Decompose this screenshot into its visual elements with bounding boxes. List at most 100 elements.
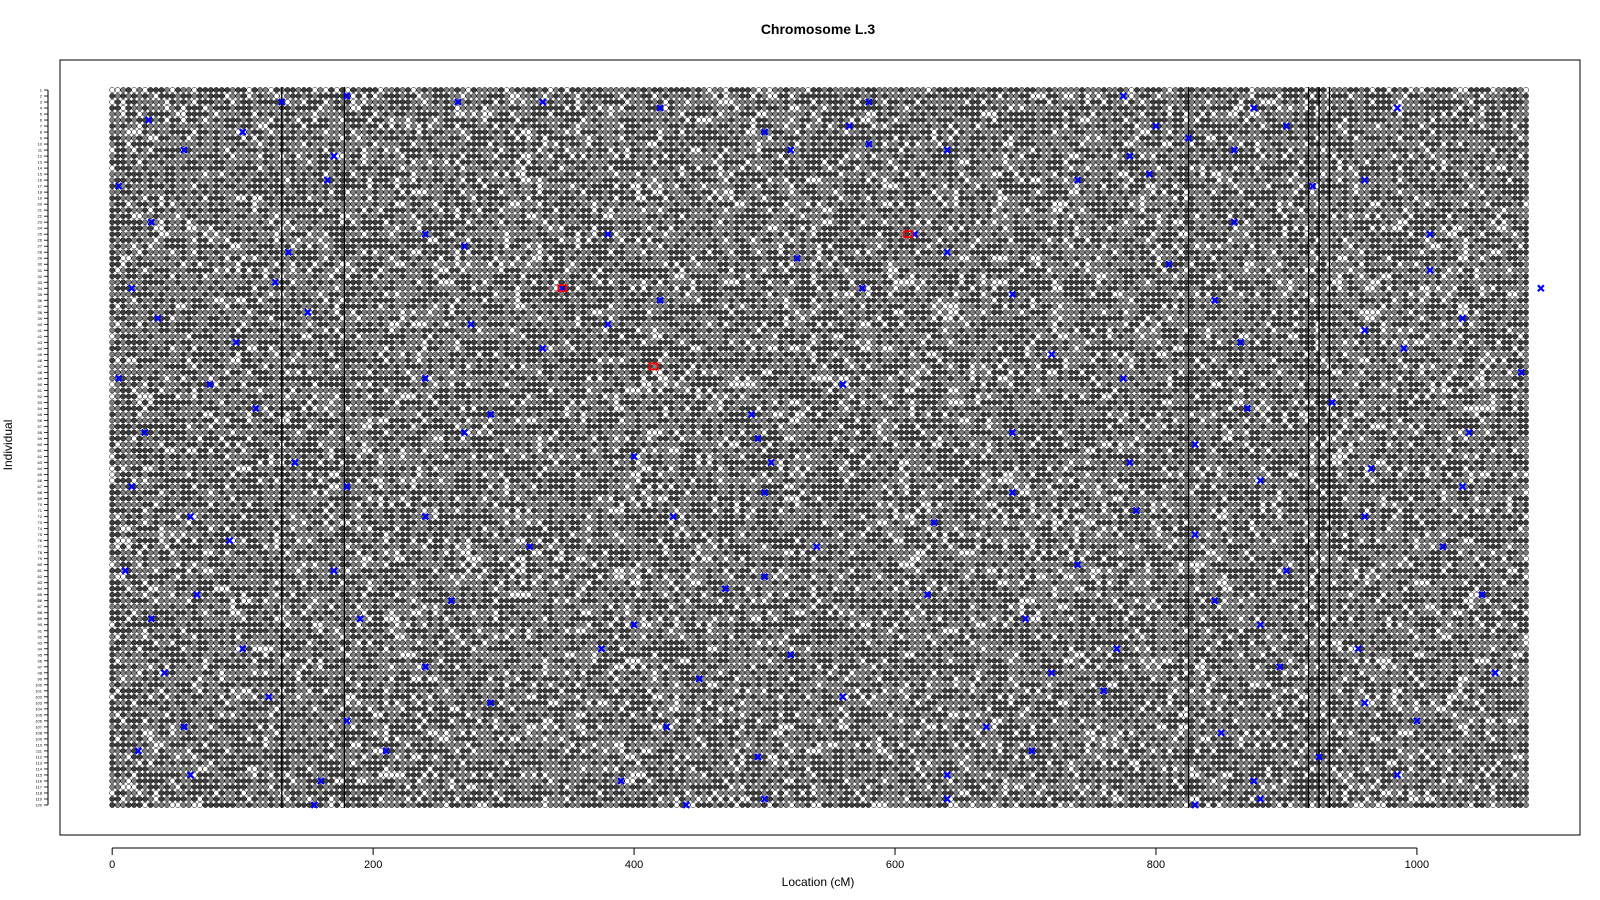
genotype-point xyxy=(411,166,416,171)
genotype-point xyxy=(1118,135,1123,140)
genotype-point xyxy=(345,153,350,158)
genotype-point xyxy=(384,93,389,98)
genotype-point xyxy=(690,93,695,98)
genotype-point xyxy=(230,166,235,171)
genotype-point xyxy=(285,160,290,165)
genotype-point xyxy=(1397,117,1402,122)
genotype-point xyxy=(1354,123,1359,128)
genotype-point xyxy=(833,147,838,152)
genotype-point xyxy=(564,123,569,128)
genotype-point xyxy=(1003,93,1008,98)
genotype-point xyxy=(1299,135,1304,140)
genotype-point xyxy=(767,135,772,140)
genotype-point xyxy=(1343,117,1348,122)
genotype-point xyxy=(1277,93,1282,98)
genotype-point xyxy=(466,99,471,104)
genotype-point xyxy=(225,135,230,140)
genotype-point xyxy=(110,153,115,158)
genotype-point xyxy=(1233,160,1238,165)
genotype-point xyxy=(553,135,558,140)
genotype-point xyxy=(992,153,997,158)
genotype-point xyxy=(619,135,624,140)
genotype-point xyxy=(1222,111,1227,116)
genotype-point xyxy=(142,123,147,128)
genotype-point xyxy=(1085,111,1090,116)
genotype-point xyxy=(953,147,958,152)
genotype-point xyxy=(740,147,745,152)
genotype-point xyxy=(1101,160,1106,165)
genotype-point xyxy=(718,129,723,134)
genotype-point xyxy=(647,111,652,116)
genotype-point xyxy=(1523,105,1528,110)
genotype-point xyxy=(1332,99,1337,104)
genotype-point xyxy=(986,93,991,98)
genotype-point xyxy=(1392,111,1397,116)
genotype-point xyxy=(466,153,471,158)
genotype-point xyxy=(471,105,476,110)
genotype-point xyxy=(137,135,142,140)
genotype-point xyxy=(723,105,728,110)
genotype-point xyxy=(1025,153,1030,158)
genotype-point xyxy=(1173,153,1178,158)
genotype-point xyxy=(164,111,169,116)
genotype-point xyxy=(482,99,487,104)
genotype-point xyxy=(362,93,367,98)
genotype-point xyxy=(362,166,367,171)
genotype-point xyxy=(1386,135,1391,140)
genotype-point xyxy=(866,160,871,165)
genotype-point xyxy=(822,93,827,98)
genotype-point xyxy=(1370,111,1375,116)
genotype-point xyxy=(953,129,958,134)
genotype-point xyxy=(1282,105,1287,110)
genotype-point xyxy=(981,93,986,98)
genotype-point xyxy=(192,141,197,146)
genotype-point xyxy=(597,153,602,158)
genotype-point xyxy=(1408,99,1413,104)
genotype-point xyxy=(236,141,241,146)
genotype-point xyxy=(1321,111,1326,116)
genotype-point xyxy=(1485,160,1490,165)
genotype-point xyxy=(899,117,904,122)
genotype-point xyxy=(866,166,871,171)
genotype-point xyxy=(658,87,663,92)
genotype-point xyxy=(1140,141,1145,146)
genotype-point xyxy=(1321,93,1326,98)
genotype-point xyxy=(855,160,860,165)
genotype-point xyxy=(707,129,712,134)
genotype-point xyxy=(236,105,241,110)
genotype-point xyxy=(778,105,783,110)
genotype-point xyxy=(247,160,252,165)
genotype-point xyxy=(734,153,739,158)
genotype-point xyxy=(1249,135,1254,140)
genotype-point xyxy=(658,111,663,116)
genotype-point xyxy=(482,141,487,146)
genotype-point xyxy=(400,153,405,158)
genotype-point xyxy=(301,105,306,110)
genotype-point xyxy=(1069,160,1074,165)
genotype-point xyxy=(844,99,849,104)
genotype-point xyxy=(1255,135,1260,140)
genotype-point xyxy=(395,87,400,92)
genotype-point xyxy=(1112,117,1117,122)
genotype-point xyxy=(1200,117,1205,122)
genotype-point xyxy=(504,141,509,146)
genotype-point xyxy=(679,141,684,146)
genotype-point xyxy=(1052,153,1057,158)
genotype-point xyxy=(1507,105,1512,110)
genotype-point xyxy=(1386,93,1391,98)
genotype-point xyxy=(1244,129,1249,134)
genotype-point xyxy=(351,87,356,92)
genotype-point xyxy=(953,166,958,171)
genotype-point xyxy=(1507,87,1512,92)
genotype-point xyxy=(893,160,898,165)
genotype-point xyxy=(384,135,389,140)
genotype-point xyxy=(723,111,728,116)
genotype-point xyxy=(1090,117,1095,122)
genotype-point xyxy=(449,99,454,104)
genotype-point xyxy=(290,160,295,165)
genotype-point xyxy=(1447,160,1452,165)
genotype-point xyxy=(948,99,953,104)
genotype-point xyxy=(1512,153,1517,158)
genotype-point xyxy=(674,105,679,110)
genotype-point xyxy=(1014,117,1019,122)
